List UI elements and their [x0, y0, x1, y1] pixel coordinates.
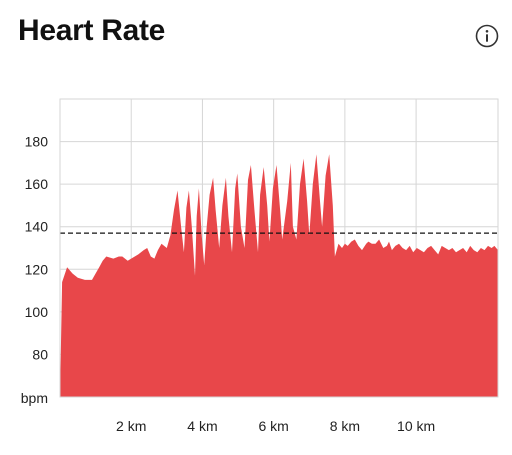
info-icon[interactable]: [475, 24, 499, 48]
y-tick-label: 180: [25, 134, 49, 150]
plot-border: [59, 98, 499, 398]
x-tick-label: 2 km: [116, 418, 146, 434]
x-tick-label: 8 km: [330, 418, 360, 434]
x-axis-ticks: 2 km 4 km 6 km 8 km 10 km: [116, 418, 435, 434]
y-tick-label: 160: [25, 176, 49, 192]
area-series: [60, 154, 498, 397]
y-axis-unit-label: bpm: [21, 390, 48, 406]
heart-rate-area: [60, 154, 498, 397]
y-tick-label: 100: [25, 304, 49, 320]
plot-frame: [59, 98, 499, 398]
x-tick-label: 6 km: [258, 418, 288, 434]
y-tick-label: 120: [25, 261, 49, 277]
y-axis-ticks: 80 100 120 140 160 180 bpm: [21, 134, 48, 406]
y-tick-label: 80: [32, 346, 48, 362]
x-tick-label: 10 km: [397, 418, 435, 434]
page-title: Heart Rate: [18, 14, 166, 47]
y-tick-label: 140: [25, 219, 49, 235]
x-tick-label: 4 km: [187, 418, 217, 434]
